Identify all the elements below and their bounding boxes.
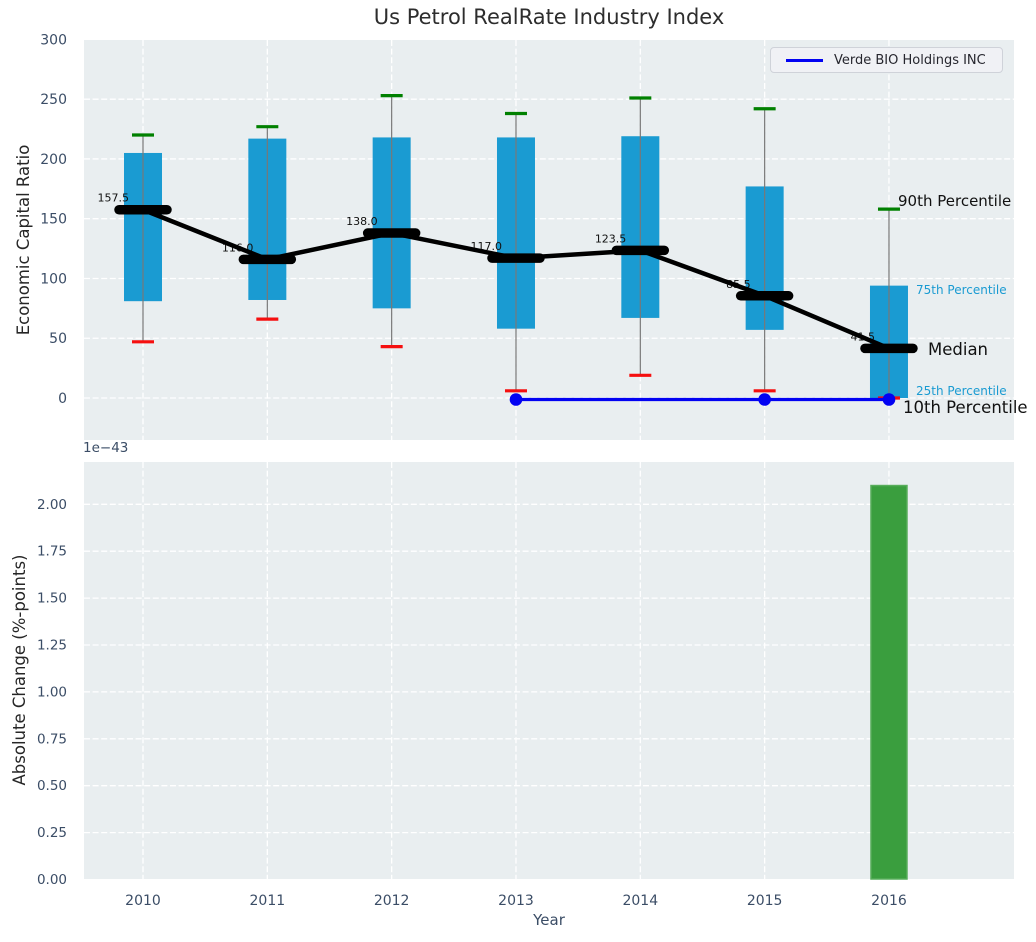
company-point-2013: [509, 393, 523, 406]
y-tick-label-bottom: 1.25: [37, 638, 67, 654]
annotation-75th-percentile: 75th Percentile: [916, 283, 1007, 297]
x-tick-label: 2016: [871, 893, 907, 909]
annotation-10th-percentile: 10th Percentile: [903, 398, 1028, 417]
y-axis-label-top: Economic Capital Ratio: [14, 144, 33, 336]
y-tick-label-bottom: 0.75: [37, 731, 67, 747]
y-tick-label-top: 50: [49, 331, 67, 347]
y-tick-label-top: 200: [40, 152, 67, 168]
x-axis-label: Year: [533, 911, 565, 929]
y-tick-label-bottom: 0.25: [37, 825, 67, 841]
chart-title: Us Petrol RealRate Industry Index: [373, 5, 725, 29]
legend-label: Verde BIO Holdings INC: [834, 52, 986, 68]
legend-line-sample: [786, 58, 823, 62]
x-tick-label: 2013: [498, 893, 534, 909]
bottom-axes-background: [84, 462, 1014, 879]
y-tick-label-bottom: 2.00: [37, 497, 67, 513]
y-tick-label-bottom: 1.50: [37, 591, 67, 607]
x-tick-label: 2010: [125, 893, 161, 909]
median-value-label: 157.5: [98, 192, 130, 205]
x-tick-label: 2012: [374, 893, 410, 909]
y-tick-label-top: 300: [40, 32, 67, 48]
x-tick-label: 2015: [747, 893, 783, 909]
median-value-label: 123.5: [595, 232, 627, 245]
y-tick-label-bottom: 0.00: [37, 872, 67, 888]
y-tick-label-top: 250: [40, 92, 67, 108]
company-point-2015: [758, 393, 771, 406]
y-tick-label-top: 0: [58, 391, 67, 407]
y-axis-label-bottom: Absolute Change (%-points): [10, 554, 29, 786]
annotation-median: Median: [928, 340, 989, 359]
y-tick-label-bottom: 1.75: [37, 544, 67, 560]
y-tick-label-top: 150: [40, 212, 67, 228]
x-tick-label: 2014: [622, 893, 658, 909]
y-tick-label-bottom: 0.50: [37, 778, 67, 794]
median-value-label: 138.0: [346, 215, 378, 228]
company-point-2016: [882, 393, 896, 406]
top-axes-background: [84, 40, 1014, 440]
x-tick-label: 2011: [250, 893, 286, 909]
y-tick-label-bottom: 1.00: [37, 684, 67, 700]
axis-offset-text: 1e−43: [83, 440, 129, 456]
legend: Verde BIO Holdings INC: [770, 47, 1003, 73]
annotation-90th-percentile: 90th Percentile: [898, 192, 1012, 210]
y-tick-label-top: 100: [40, 271, 67, 287]
change-bar-2016: [870, 484, 908, 880]
annotation-25th-percentile: 25th Percentile: [916, 384, 1007, 398]
